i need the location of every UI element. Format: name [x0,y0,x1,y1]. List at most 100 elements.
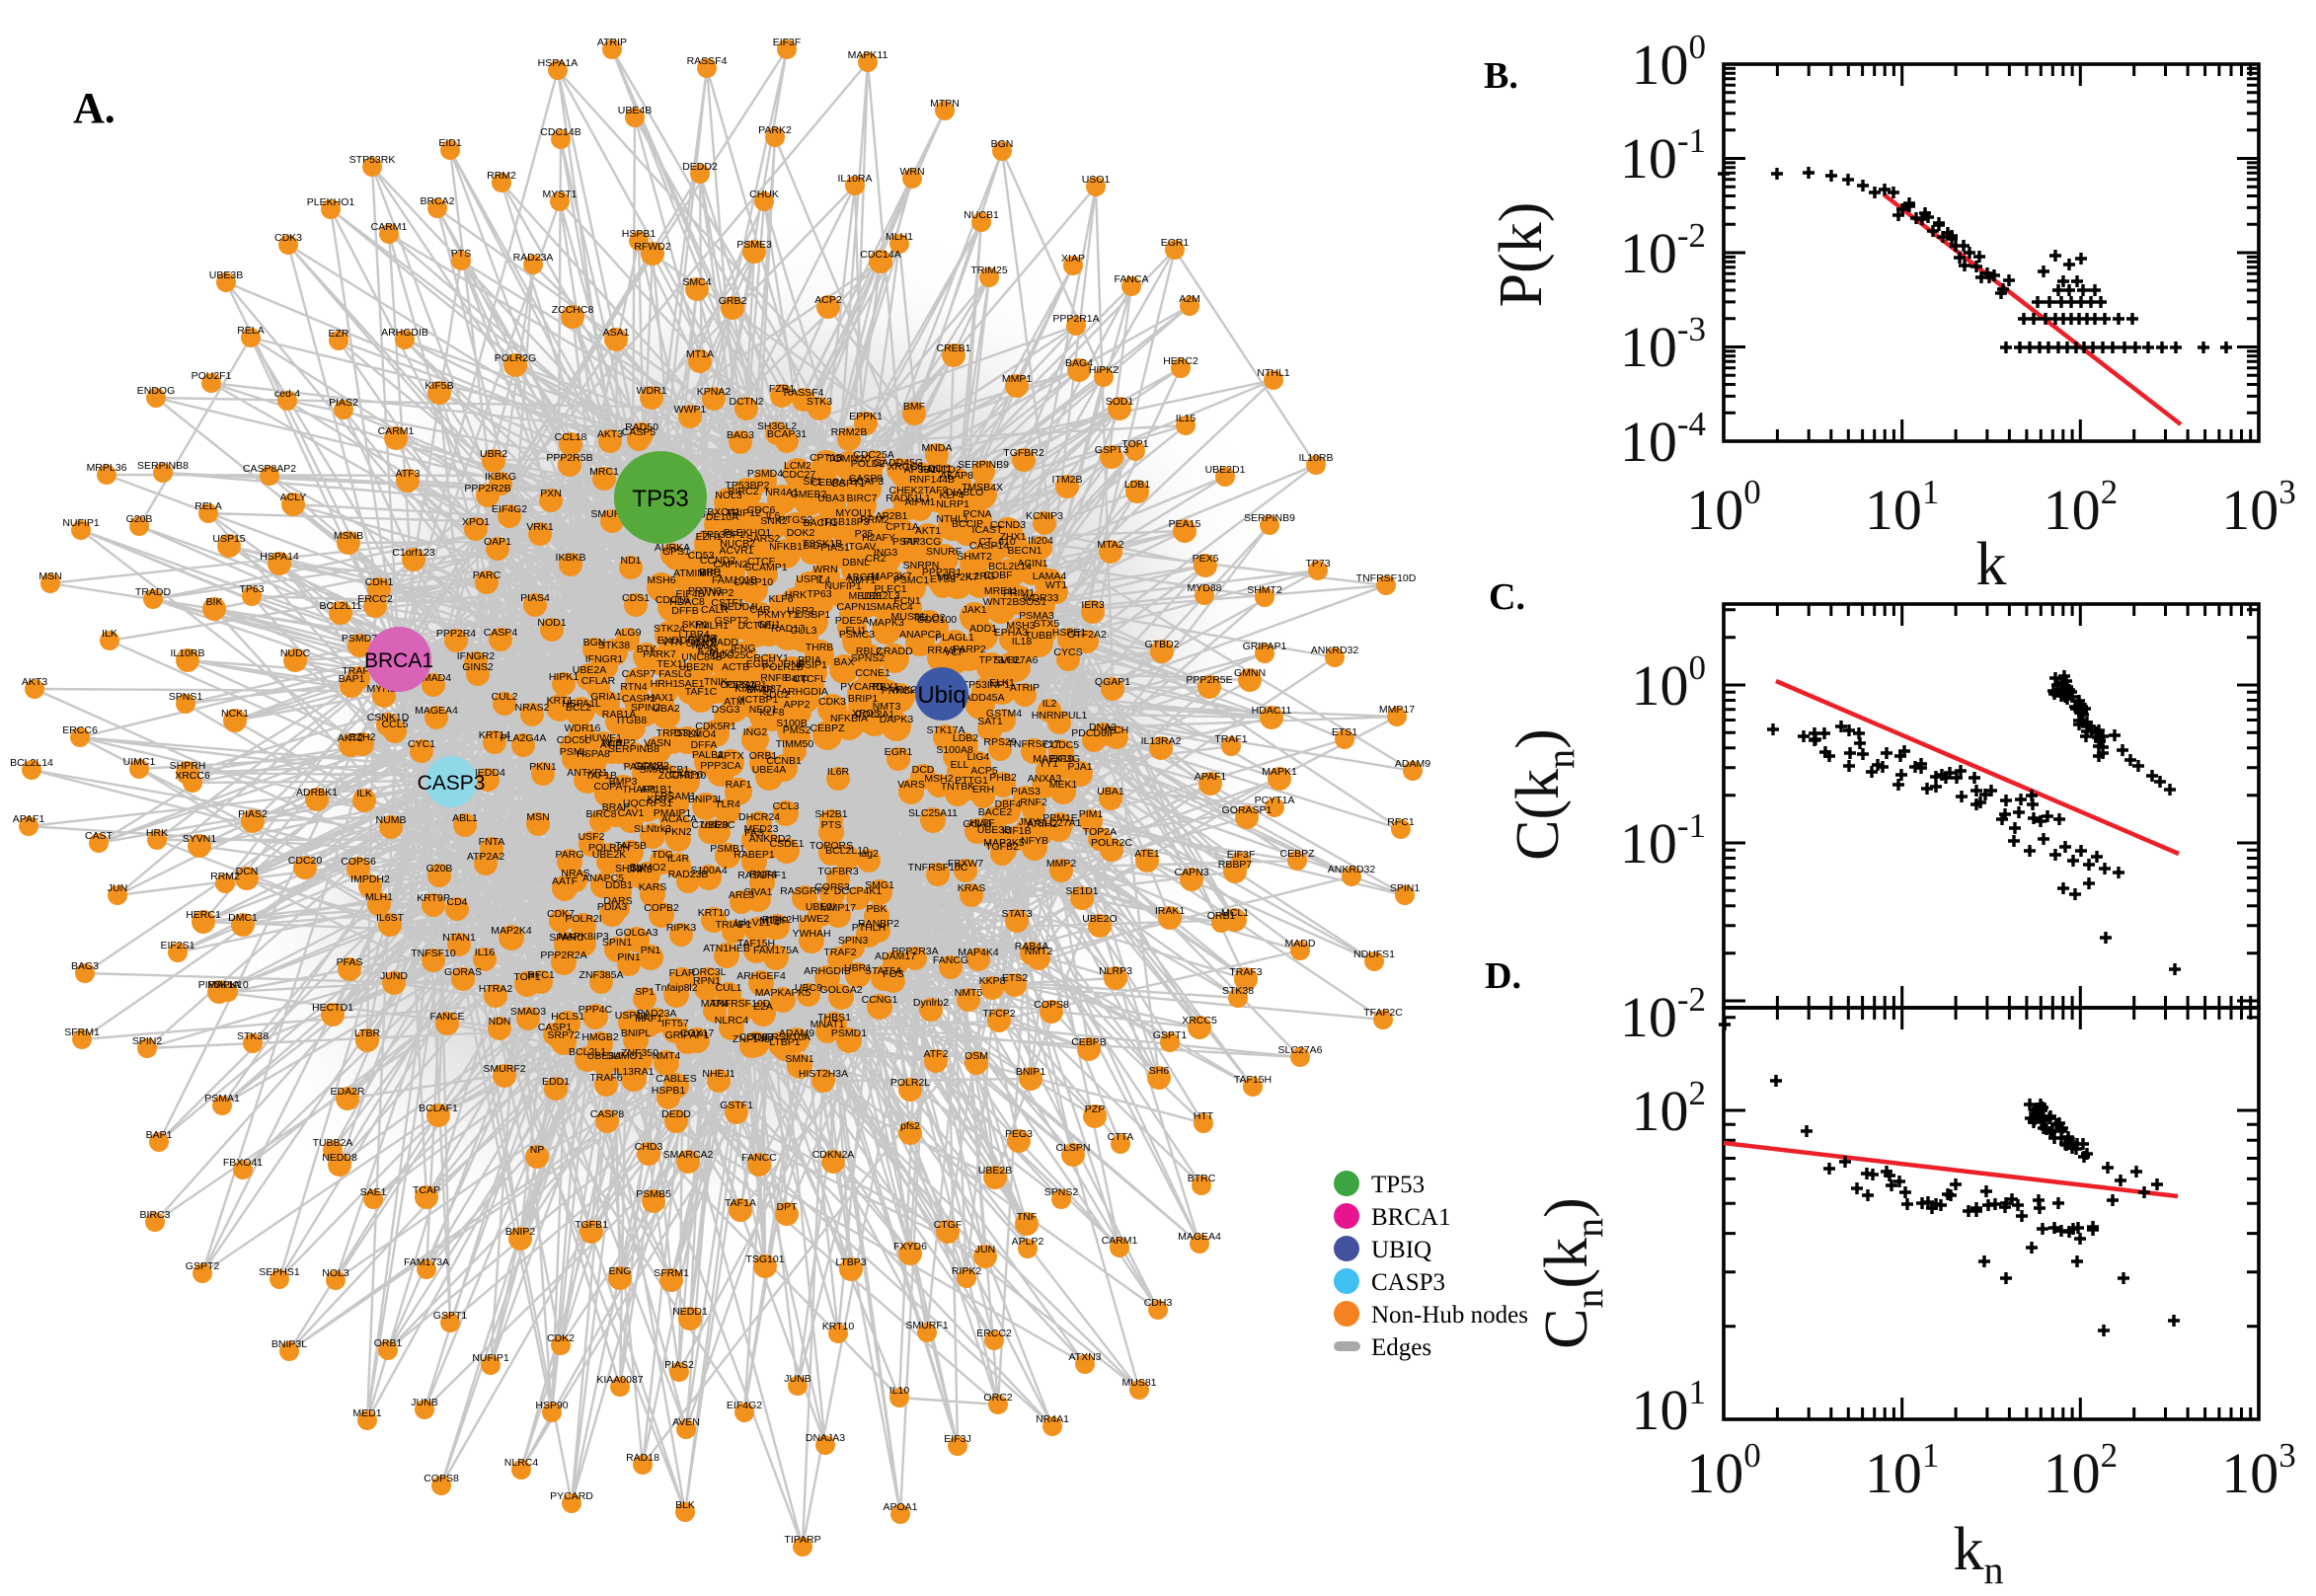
svg-text:PIAS1: PIAS1 [820,542,850,554]
svg-text:CASP9: CASP9 [849,473,884,485]
svg-text:MLH1: MLH1 [886,231,913,243]
svg-text:SOD1: SOD1 [1106,396,1134,408]
svg-text:NRAS: NRAS [561,868,589,879]
svg-text:CDH3: CDH3 [1144,1297,1173,1309]
svg-text:CAPN1: CAPN1 [836,601,871,613]
svg-text:RBL2: RBL2 [856,646,882,657]
svg-text:CDC25A: CDC25A [853,449,893,461]
svg-text:COBF: COBF [983,570,1012,581]
svg-text:ITGAV: ITGAV [846,541,877,553]
svg-text:PPP4C: PPP4C [579,1004,613,1016]
svg-text:BRE: BRE [699,567,721,578]
svg-text:SYVN1: SYVN1 [183,833,217,845]
svg-text:SLC27A1: SLC27A1 [1038,817,1082,829]
svg-text:NEDD1: NEDD1 [672,1306,708,1318]
svg-text:PLEKHO1: PLEKHO1 [307,196,355,208]
svg-text:CARM1: CARM1 [1102,1235,1138,1247]
svg-text:WDR1: WDR1 [637,385,667,397]
svg-text:B.: B. [1484,55,1518,97]
svg-text:TP63: TP63 [239,583,264,595]
svg-text:PSME3: PSME3 [736,239,772,251]
svg-text:AP3B1: AP3B1 [904,464,937,476]
svg-text:RELA: RELA [194,500,221,512]
svg-text:ATM: ATM [724,696,744,708]
svg-text:CDK7: CDK7 [547,908,575,920]
svg-text:LTBP1: LTBP1 [769,1036,800,1048]
svg-text:QGAP1: QGAP1 [1095,676,1130,688]
svg-text:NCK1: NCK1 [221,708,249,720]
svg-text:IFNG: IFNG [731,643,755,654]
svg-text:AKT3: AKT3 [22,676,47,688]
svg-text:Banp: Banp [785,672,810,684]
svg-text:NHEJ1: NHEJ1 [702,1068,734,1080]
svg-text:BNIP2: BNIP2 [505,1226,536,1238]
svg-text:CFLAR: CFLAR [581,675,616,687]
svg-text:KRT1: KRT1 [547,695,574,707]
svg-text:UBE2K: UBE2K [592,849,626,861]
svg-text:SAE1: SAE1 [678,678,705,690]
svg-text:UBE2L3: UBE2L3 [861,590,899,602]
svg-text:Ubiq: Ubiq [917,682,965,709]
svg-text:STK3: STK3 [807,396,832,408]
svg-text:RASGRF2: RASGRF2 [780,885,829,897]
svg-text:BGN: BGN [583,637,606,648]
svg-text:PIK3CG: PIK3CG [903,536,942,548]
svg-text:DTX1: DTX1 [674,727,701,739]
svg-text:SARS2: SARS2 [746,533,781,545]
svg-text:PARK7: PARK7 [643,648,676,660]
svg-text:GSTM4: GSTM4 [986,708,1022,720]
svg-text:TGFBR2: TGFBR2 [1003,447,1044,459]
svg-text:DCN: DCN [236,866,259,877]
svg-text:TIPARP: TIPARP [784,1534,820,1546]
svg-text:RRAS: RRAS [927,645,956,656]
svg-text:PPP2R3A: PPP2R3A [891,946,938,957]
svg-text:CAV1: CAV1 [618,807,645,819]
svg-text:USP11: USP11 [615,1010,648,1022]
svg-text:SLC27A6: SLC27A6 [1278,1044,1323,1056]
svg-text:GMNN: GMNN [1234,667,1266,679]
svg-text:EGR1: EGR1 [885,746,913,758]
svg-text:KRT14: KRT14 [479,729,511,741]
svg-text:FZR1: FZR1 [769,383,795,395]
svg-text:RPN1: RPN1 [693,975,721,987]
svg-text:DCTN2: DCTN2 [729,396,763,408]
svg-text:UIMC1: UIMC1 [123,756,156,768]
svg-text:HSPA14: HSPA14 [260,551,299,563]
svg-text:GSTF1: GSTF1 [720,1100,753,1111]
svg-text:UBE2N: UBE2N [678,661,713,673]
svg-text:MMP17: MMP17 [1379,704,1415,716]
svg-text:SFRM1: SFRM1 [654,1267,689,1279]
svg-text:MAPKAPK5: MAPKAPK5 [755,987,811,999]
svg-text:NEO1: NEO1 [749,704,778,716]
svg-text:RABEP1: RABEP1 [733,849,775,861]
svg-text:HSPB1: HSPB1 [652,1085,686,1097]
svg-text:GGA6: GGA6 [963,818,991,830]
svg-text:DCCP4K1: DCCP4K1 [834,885,883,897]
svg-text:TDG: TDG [652,849,673,861]
svg-text:RASSF4: RASSF4 [687,55,728,67]
svg-text:MAP3K7: MAP3K7 [871,570,912,582]
svg-text:TGFB2: TGFB2 [985,841,1019,853]
svg-text:ARHGDIB: ARHGDIB [381,327,428,339]
svg-text:CDK3: CDK3 [274,232,302,244]
svg-text:VRK2: VRK2 [889,684,917,696]
svg-text:ITM2B: ITM2B [1052,474,1083,486]
svg-text:GFI1: GFI1 [757,619,780,631]
svg-text:BRIP1: BRIP1 [848,693,879,705]
svg-text:STK38: STK38 [598,640,630,651]
svg-text:CUL1: CUL1 [716,982,742,994]
svg-text:SERPINB9: SERPINB9 [1244,512,1295,524]
svg-text:PIAS2: PIAS2 [329,397,358,409]
svg-text:NUDC: NUDC [280,647,311,659]
svg-text:UBC9: UBC9 [795,982,822,994]
svg-text:IMPDH2: IMPDH2 [350,874,390,885]
svg-text:ANKRD2: ANKRD2 [749,833,792,845]
svg-text:ARL3: ARL3 [729,889,754,901]
svg-text:POLR2C: POLR2C [1091,837,1132,849]
svg-text:SRP72: SRP72 [547,1029,579,1041]
svg-text:ITGB8: ITGB8 [617,715,648,726]
svg-text:CDC23: CDC23 [739,1031,774,1043]
svg-text:ND1: ND1 [620,555,641,567]
svg-text:PPP2R5E: PPP2R5E [1186,674,1232,686]
svg-text:USF2: USF2 [579,831,605,843]
